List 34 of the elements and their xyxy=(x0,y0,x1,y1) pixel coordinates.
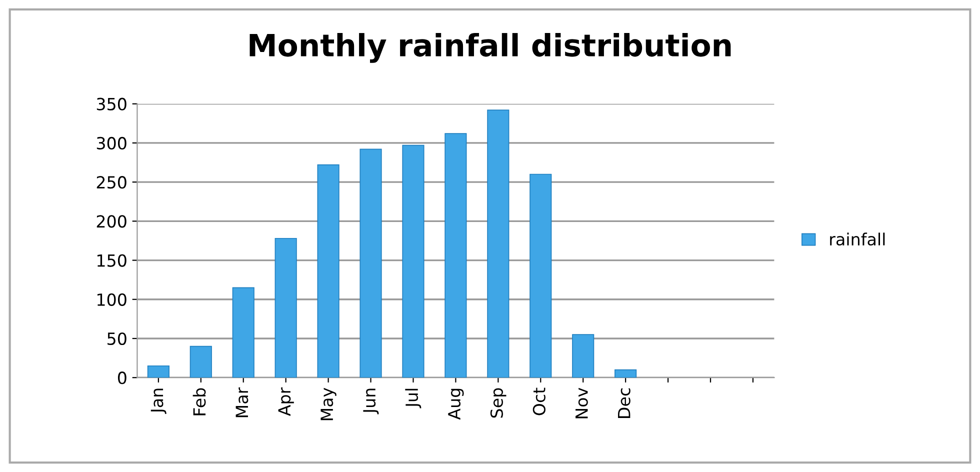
bar xyxy=(572,334,594,378)
x-tick-label: Sep xyxy=(490,388,506,418)
y-tick-label: 350 xyxy=(96,98,126,110)
bar xyxy=(487,110,510,378)
x-tick-label: Dec xyxy=(618,388,630,418)
bar xyxy=(147,365,170,378)
x-tick-label: Feb xyxy=(192,388,206,416)
x-tick-label: Oct xyxy=(532,388,546,416)
legend-label: rainfall xyxy=(830,232,885,246)
x-tick-label: Mar xyxy=(236,387,248,418)
chart-title: Monthly rainfall distribution xyxy=(250,33,731,63)
y-tick-label: 200 xyxy=(96,215,126,228)
bar xyxy=(274,238,297,378)
x-tick-label: May xyxy=(320,388,336,420)
x-tick-label: Apr xyxy=(278,387,294,416)
y-tick-label: 150 xyxy=(97,254,126,267)
bar xyxy=(402,144,424,378)
bar xyxy=(444,133,467,378)
x-tick-label: Jan xyxy=(150,388,166,414)
x-tick-label: Jun xyxy=(363,388,379,414)
bar xyxy=(232,287,254,378)
bar xyxy=(190,346,212,378)
x-tick-label: Aug xyxy=(448,388,464,420)
x-tick-label: Nov xyxy=(576,388,588,418)
bar xyxy=(614,369,637,378)
y-tick-label: 0 xyxy=(118,372,126,384)
y-tick-label: 100 xyxy=(97,293,126,306)
y-tick-label: 250 xyxy=(96,176,126,189)
x-tick-label: Jul xyxy=(405,388,422,408)
bar xyxy=(360,148,382,378)
y-tick-label: 300 xyxy=(96,136,126,150)
y-tick-label: 50 xyxy=(108,332,126,346)
bar xyxy=(317,164,340,378)
bar xyxy=(530,174,552,378)
